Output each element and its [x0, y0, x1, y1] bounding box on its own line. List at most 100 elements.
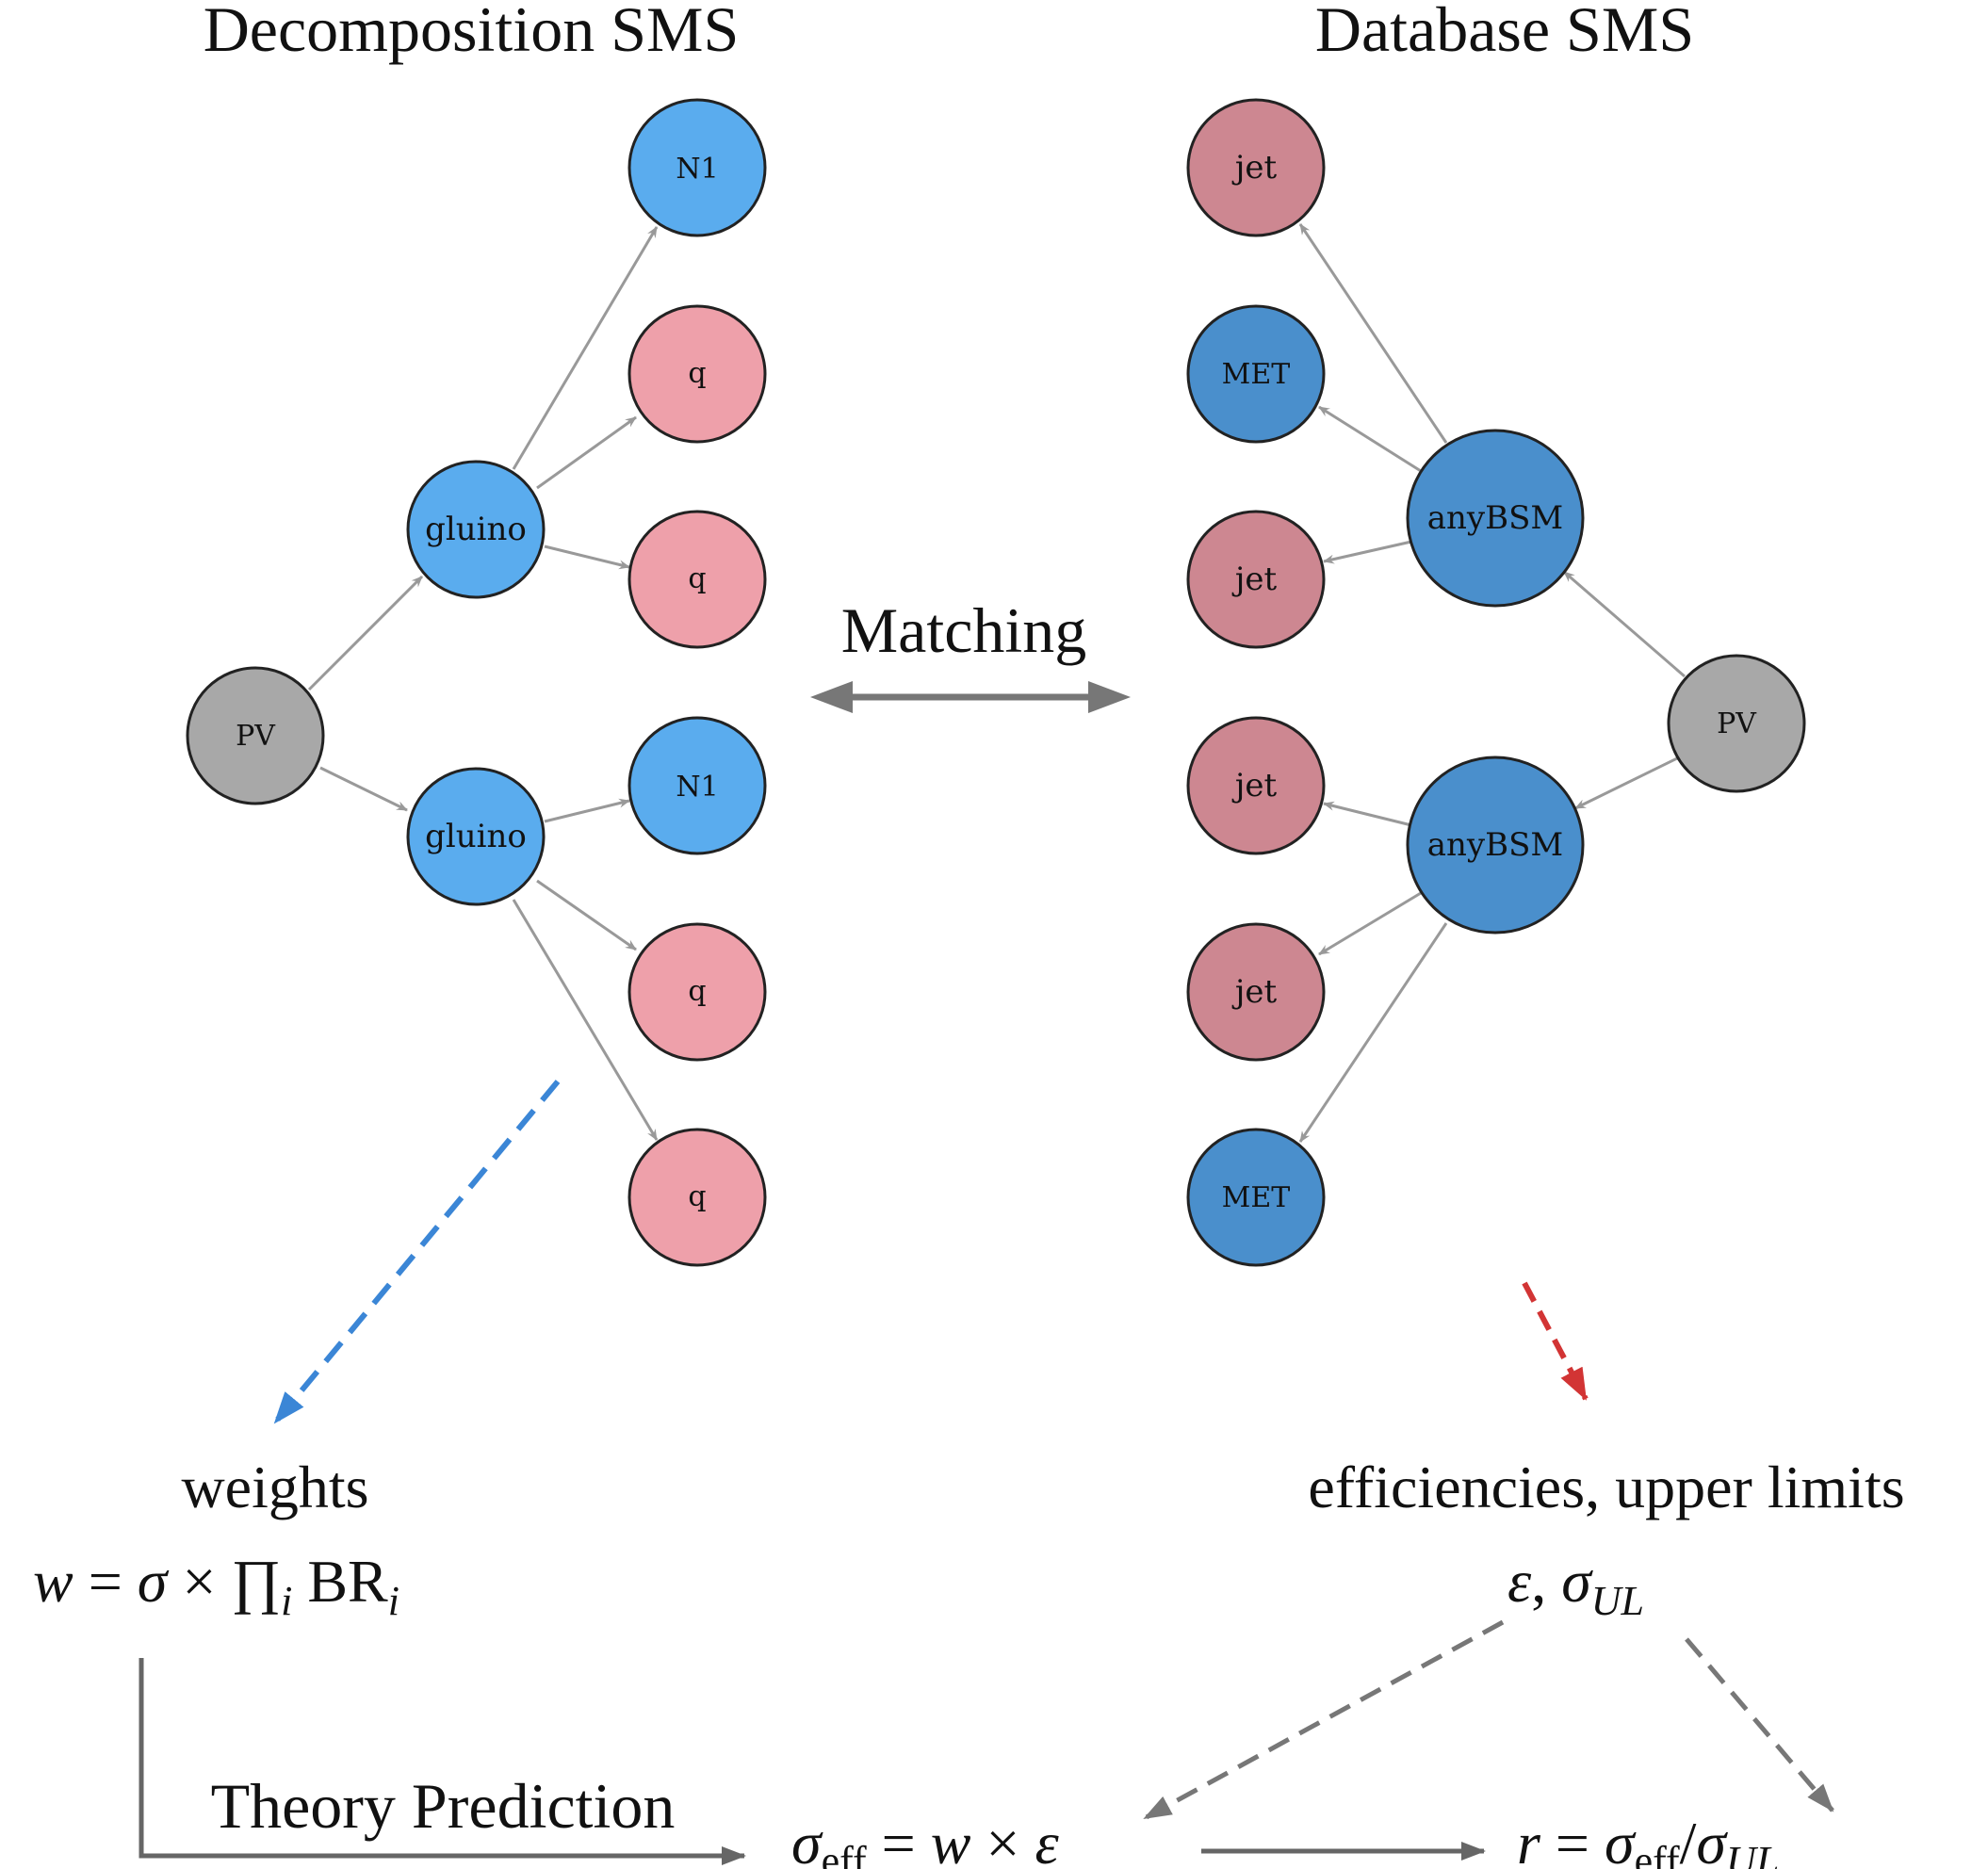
- left-q-top1-circle: [627, 304, 767, 444]
- seff-w: w: [931, 1810, 971, 1869]
- edge-gluino-top-q1: [536, 415, 637, 490]
- left-q-bottom2-circle: [627, 1128, 767, 1267]
- blue-dashed-arrow: [272, 1080, 561, 1424]
- right-pv-circle: [1667, 654, 1806, 793]
- right-met-top-circle: [1186, 304, 1326, 444]
- edge-anybsm-bottom-met: [1298, 922, 1448, 1143]
- left-n1-bottom-circle: [627, 716, 767, 855]
- eps-to-sigma-eff-arrow: [1143, 1619, 1505, 1821]
- left-n1-bottom-label: N1: [676, 771, 718, 804]
- right-pv-label: PV: [1717, 707, 1757, 740]
- right-jet-top2-label: jet: [1231, 561, 1278, 598]
- right-anybsm-top-circle: [1406, 429, 1585, 608]
- eff-comma: ,: [1531, 1548, 1561, 1615]
- weights-prod: ∏: [231, 1548, 281, 1615]
- right-jet-bottom1-label: jet: [1231, 767, 1278, 804]
- right-met-bottom-circle: [1186, 1128, 1326, 1267]
- edge-anybsm-top-jet1: [1298, 223, 1448, 444]
- left-q-bottom1-node: q: [627, 922, 767, 1062]
- left-n1-top-node: N1: [627, 98, 767, 237]
- r-eq: =: [1540, 1810, 1605, 1869]
- matching-arrowhead-left: [810, 681, 853, 713]
- seff-eff-sub: eff: [822, 1838, 867, 1869]
- left-q-bottom2-node: q: [627, 1128, 767, 1267]
- left-gluino-bottom-circle: [406, 767, 546, 906]
- seff-eps: ε: [1035, 1810, 1059, 1869]
- r-formula: r = σeff/σUL: [1517, 1810, 1779, 1869]
- eff-ul-sub: UL: [1591, 1578, 1644, 1624]
- left-q-top2-circle: [627, 510, 767, 649]
- eff-epsilon: ε: [1507, 1548, 1532, 1615]
- right-jet-top2-node: jet: [1186, 510, 1326, 649]
- edge-pv-gluino-top: [307, 575, 424, 691]
- sigma-ul-to-r-arrow: [1685, 1637, 1834, 1812]
- edge-anybsm-top-met: [1318, 405, 1422, 473]
- left-q-bottom1-circle: [627, 922, 767, 1062]
- weights-prod-sub: i: [281, 1578, 292, 1624]
- edge-gluino-bottom-q2: [512, 899, 659, 1141]
- decomposition-sms-heading: Decomposition SMS: [204, 0, 740, 65]
- left-n1-bottom-node: N1: [627, 716, 767, 855]
- weights-times: ×: [167, 1548, 231, 1615]
- matching-label: Matching: [841, 594, 1087, 666]
- efficiencies-formula: ε, σUL: [1507, 1548, 1644, 1624]
- right-jet-bottom2-node: jet: [1186, 922, 1326, 1062]
- weights-eq: =: [73, 1548, 138, 1615]
- right-met-bottom-label: MET: [1222, 1181, 1291, 1214]
- left-n1-top-circle: [627, 98, 767, 237]
- right-jet-top1-label: jet: [1231, 149, 1278, 187]
- right-jet-bottom1-circle: [1186, 716, 1326, 855]
- right-met-top-label: MET: [1222, 358, 1291, 391]
- left-q-bottom2-label: q: [688, 1180, 706, 1213]
- sigma-eff-formula: σeff = w × ε: [791, 1810, 1059, 1869]
- r-ul-sub: UL: [1726, 1838, 1779, 1869]
- right-tree-edges: [1298, 223, 1686, 1143]
- r-sigma-eff: σ: [1605, 1810, 1637, 1869]
- right-jet-top1-circle: [1186, 98, 1326, 237]
- matching-double-arrow: [810, 681, 1131, 713]
- left-q-top2-label: q: [688, 562, 706, 595]
- left-n1-top-label: N1: [676, 153, 718, 186]
- left-q-top2-node: q: [627, 510, 767, 649]
- right-jet-top1-node: jet: [1186, 98, 1326, 237]
- red-dashed-arrow: [1522, 1281, 1589, 1401]
- edge-gluino-bottom-n1: [544, 798, 630, 823]
- left-gluino-top-label: gluino: [425, 511, 527, 548]
- left-gluino-bottom-label: gluino: [425, 818, 527, 855]
- edge-anybsm-bottom-jet2: [1318, 891, 1422, 956]
- seff-sigma: σ: [791, 1810, 823, 1869]
- left-pv-node: PV: [186, 666, 325, 805]
- edge-anybsm-bottom-jet1: [1323, 801, 1412, 827]
- right-met-top-node: MET: [1186, 304, 1326, 444]
- weights-sigma: σ: [138, 1548, 170, 1615]
- edge-pv-anybsm-top: [1563, 570, 1686, 678]
- weights-br-sub: i: [388, 1578, 399, 1624]
- r-r: r: [1517, 1810, 1541, 1869]
- right-pv-node: PV: [1667, 654, 1806, 793]
- r-sigma-ul: σ: [1696, 1810, 1728, 1869]
- right-jet-bottom2-label: jet: [1231, 973, 1278, 1011]
- weights-w: w: [33, 1548, 73, 1615]
- edge-anybsm-top-jet2: [1323, 540, 1412, 564]
- edge-gluino-top-n1: [512, 226, 659, 470]
- left-pv-label: PV: [236, 720, 276, 753]
- database-sms-heading: Database SMS: [1315, 0, 1694, 65]
- left-q-top1-label: q: [688, 357, 706, 390]
- right-met-bottom-node: MET: [1186, 1128, 1326, 1267]
- seff-times: ×: [970, 1810, 1035, 1869]
- eff-sigma: σ: [1561, 1548, 1593, 1615]
- right-tree-nodes: PV anyBSM anyBSM jet MET jet jet jet: [1186, 98, 1806, 1267]
- theory-prediction-arrow: [139, 1658, 746, 1865]
- left-gluino-top-circle: [406, 460, 546, 599]
- right-anybsm-bottom-label: anyBSM: [1427, 826, 1563, 864]
- weights-formula: w = σ × ∏i BRi: [33, 1548, 399, 1624]
- edge-gluino-bottom-q1: [536, 879, 637, 951]
- left-q-top1-node: q: [627, 304, 767, 444]
- weights-label: weights: [181, 1454, 368, 1520]
- right-jet-bottom1-node: jet: [1186, 716, 1326, 855]
- right-jet-bottom2-circle: [1186, 922, 1326, 1062]
- theory-prediction-label: Theory Prediction: [211, 1770, 676, 1842]
- edge-pv-gluino-bottom: [319, 766, 408, 812]
- right-anybsm-top-node: anyBSM: [1406, 429, 1585, 608]
